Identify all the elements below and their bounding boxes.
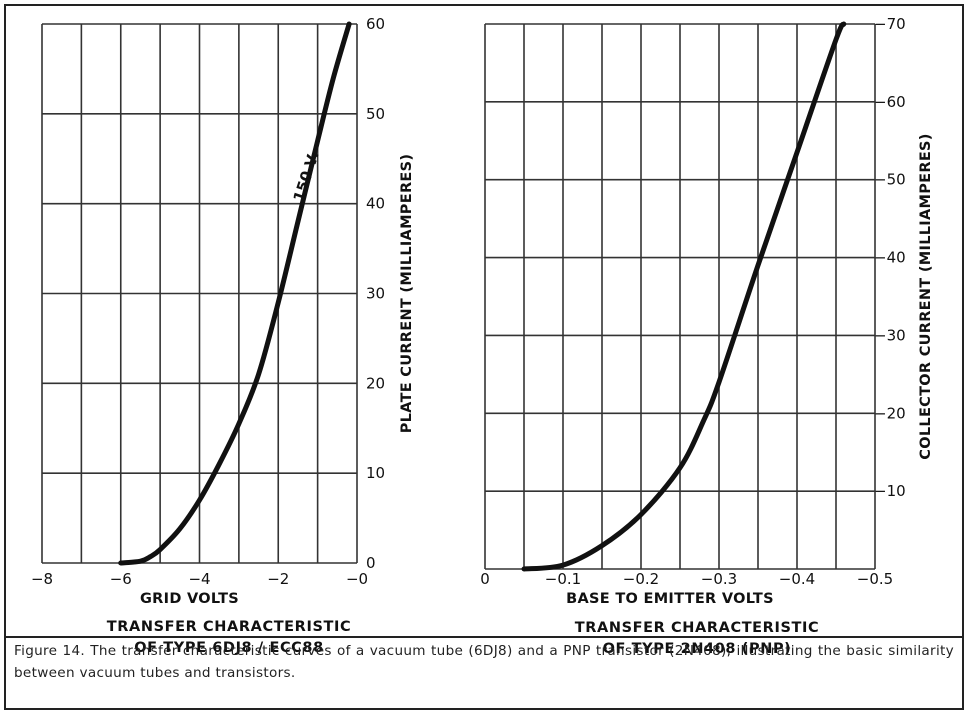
x-tick-label: −0 (346, 570, 368, 588)
x-tick-label: −0.1 (545, 570, 581, 588)
x-tick-label: −0.4 (779, 570, 815, 588)
data-curve (118, 21, 352, 566)
x-tick-label: −0.5 (857, 570, 893, 588)
y-tick-label: −30 (874, 326, 906, 344)
chart-title-line-2: OF TYPE 2N408 (PNP) (603, 641, 792, 657)
figure-frame (4, 4, 964, 710)
chart-title-line-1: TRANSFER CHARACTERISTIC (575, 620, 819, 636)
chart-title-line-2: OF TYPE 6DJ8 / ECC88 (134, 640, 324, 656)
chart-1: −8 −6 −4 −2 −00 10 20 30 40 50 60 GRID VOLTS PLATE C… (31, 15, 415, 656)
y-tick-label: −70 (874, 15, 906, 33)
y-axis-title: COLLECTOR CURRENT (MILLIAMPERES) (918, 133, 934, 459)
x-tick-label: −4 (188, 570, 210, 588)
x-tick-label: −2 (267, 570, 289, 588)
y-tick-label: 20 (366, 374, 385, 392)
y-tick-label: −60 (874, 93, 906, 111)
x-tick-label: −0.3 (701, 570, 737, 588)
y-tick-label: 60 (366, 15, 385, 33)
x-tick-label: 0 (480, 570, 490, 588)
chart-2: 0 −0.1 −0.2 −0.3 −0.4 −0.5 −10 −20 −30 −40 −50 −60 −… (480, 15, 934, 657)
y-tick-label: −50 (874, 171, 906, 189)
y-tick-label: 0 (366, 554, 376, 572)
y-axis-title: PLATE CURRENT (MILLIAMPERES) (399, 154, 415, 434)
data-curve (521, 21, 847, 572)
y-tick-label: 50 (366, 105, 385, 123)
x-tick-label: −8 (31, 570, 53, 588)
caption-divider (4, 636, 964, 638)
x-tick-label: −0.2 (623, 570, 659, 588)
x-axis-title: GRID VOLTS (140, 591, 239, 607)
y-tick-label: 40 (366, 195, 385, 213)
x-tick-label: −6 (110, 570, 132, 588)
figure-caption: Figure 14. The transfer characteristic c… (14, 643, 954, 681)
chart-title-line-1: TRANSFER CHARACTERISTIC (107, 619, 351, 635)
y-tick-label: −10 (874, 482, 906, 500)
y-tick-label: 30 (366, 285, 385, 303)
y-tick-label: 10 (366, 464, 385, 482)
y-tick-label: −40 (874, 249, 906, 267)
y-tick-label: −20 (874, 404, 906, 422)
x-axis-title: BASE TO EMITTER VOLTS (566, 591, 774, 607)
